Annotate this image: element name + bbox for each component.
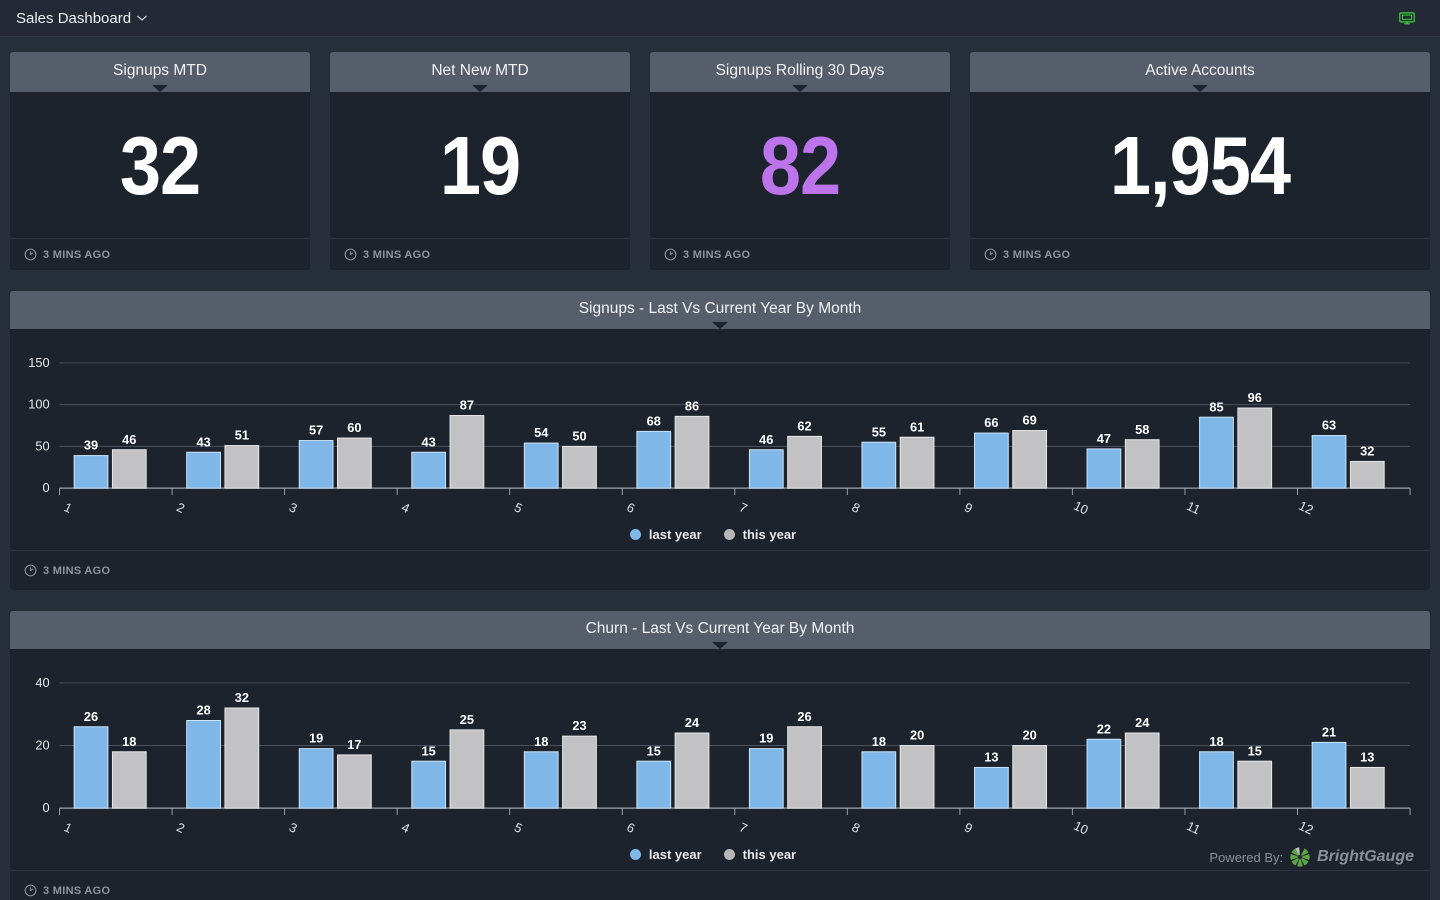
svg-text:20: 20 bbox=[1023, 728, 1037, 743]
svg-text:13: 13 bbox=[984, 750, 998, 765]
svg-text:4: 4 bbox=[399, 499, 412, 516]
svg-text:12: 12 bbox=[1297, 498, 1316, 518]
svg-text:8: 8 bbox=[850, 499, 863, 516]
svg-text:28: 28 bbox=[196, 703, 210, 718]
svg-text:12: 12 bbox=[1297, 818, 1316, 838]
svg-text:61: 61 bbox=[910, 419, 924, 434]
svg-text:150: 150 bbox=[28, 355, 49, 370]
svg-text:6: 6 bbox=[624, 819, 637, 836]
svg-text:11: 11 bbox=[1184, 818, 1202, 837]
svg-text:58: 58 bbox=[1135, 422, 1149, 437]
svg-text:17: 17 bbox=[347, 737, 361, 752]
svg-text:1: 1 bbox=[62, 819, 75, 836]
svg-text:20: 20 bbox=[910, 728, 924, 743]
svg-text:25: 25 bbox=[460, 712, 474, 727]
svg-text:46: 46 bbox=[759, 432, 773, 447]
svg-text:18: 18 bbox=[122, 734, 136, 749]
svg-text:15: 15 bbox=[647, 743, 661, 758]
svg-text:87: 87 bbox=[460, 398, 474, 413]
svg-text:10: 10 bbox=[1071, 498, 1090, 518]
svg-text:10: 10 bbox=[1071, 818, 1090, 838]
svg-text:18: 18 bbox=[534, 734, 548, 749]
svg-text:39: 39 bbox=[84, 438, 98, 453]
svg-text:60: 60 bbox=[347, 420, 361, 435]
svg-text:32: 32 bbox=[235, 690, 249, 705]
svg-text:86: 86 bbox=[685, 398, 699, 413]
svg-text:22: 22 bbox=[1097, 721, 1111, 736]
svg-text:24: 24 bbox=[685, 715, 700, 730]
svg-text:8: 8 bbox=[850, 819, 863, 836]
svg-text:13: 13 bbox=[1360, 750, 1374, 765]
svg-text:0: 0 bbox=[43, 480, 50, 495]
svg-text:19: 19 bbox=[309, 731, 323, 746]
svg-text:23: 23 bbox=[572, 718, 586, 733]
svg-text:9: 9 bbox=[962, 499, 975, 516]
svg-text:46: 46 bbox=[122, 432, 136, 447]
svg-text:2: 2 bbox=[174, 499, 187, 516]
svg-text:2: 2 bbox=[174, 819, 187, 836]
svg-text:0: 0 bbox=[43, 800, 50, 815]
svg-text:50: 50 bbox=[35, 438, 49, 453]
svg-text:24: 24 bbox=[1135, 715, 1150, 730]
svg-text:66: 66 bbox=[984, 415, 998, 430]
svg-text:69: 69 bbox=[1023, 413, 1037, 428]
svg-text:20: 20 bbox=[35, 737, 49, 752]
svg-text:4: 4 bbox=[399, 819, 412, 836]
svg-text:5: 5 bbox=[512, 499, 525, 516]
svg-text:62: 62 bbox=[797, 418, 811, 433]
svg-text:63: 63 bbox=[1322, 418, 1336, 433]
svg-text:51: 51 bbox=[235, 428, 249, 443]
svg-text:6: 6 bbox=[624, 499, 637, 516]
svg-text:21: 21 bbox=[1322, 724, 1336, 739]
svg-text:43: 43 bbox=[422, 434, 436, 449]
svg-text:18: 18 bbox=[1209, 734, 1223, 749]
svg-text:19: 19 bbox=[759, 731, 773, 746]
svg-text:32: 32 bbox=[1360, 444, 1374, 459]
svg-text:1: 1 bbox=[62, 499, 75, 516]
svg-text:43: 43 bbox=[196, 434, 210, 449]
svg-text:3: 3 bbox=[287, 499, 300, 516]
svg-text:18: 18 bbox=[872, 734, 886, 749]
svg-text:40: 40 bbox=[35, 675, 49, 690]
svg-text:47: 47 bbox=[1097, 431, 1111, 446]
svg-text:5: 5 bbox=[512, 819, 525, 836]
svg-text:11: 11 bbox=[1184, 498, 1202, 517]
svg-text:100: 100 bbox=[28, 397, 49, 412]
svg-text:9: 9 bbox=[962, 819, 975, 836]
svg-text:54: 54 bbox=[534, 425, 549, 440]
svg-text:15: 15 bbox=[1248, 743, 1262, 758]
svg-text:50: 50 bbox=[572, 428, 586, 443]
svg-text:26: 26 bbox=[84, 709, 98, 724]
svg-text:85: 85 bbox=[1209, 399, 1223, 414]
svg-text:57: 57 bbox=[309, 423, 323, 438]
svg-text:15: 15 bbox=[422, 743, 436, 758]
svg-text:7: 7 bbox=[737, 499, 750, 516]
svg-text:26: 26 bbox=[797, 709, 811, 724]
svg-text:7: 7 bbox=[737, 819, 750, 836]
svg-text:55: 55 bbox=[872, 424, 886, 439]
svg-text:3: 3 bbox=[287, 819, 300, 836]
svg-text:68: 68 bbox=[647, 413, 661, 428]
svg-text:96: 96 bbox=[1248, 390, 1262, 405]
